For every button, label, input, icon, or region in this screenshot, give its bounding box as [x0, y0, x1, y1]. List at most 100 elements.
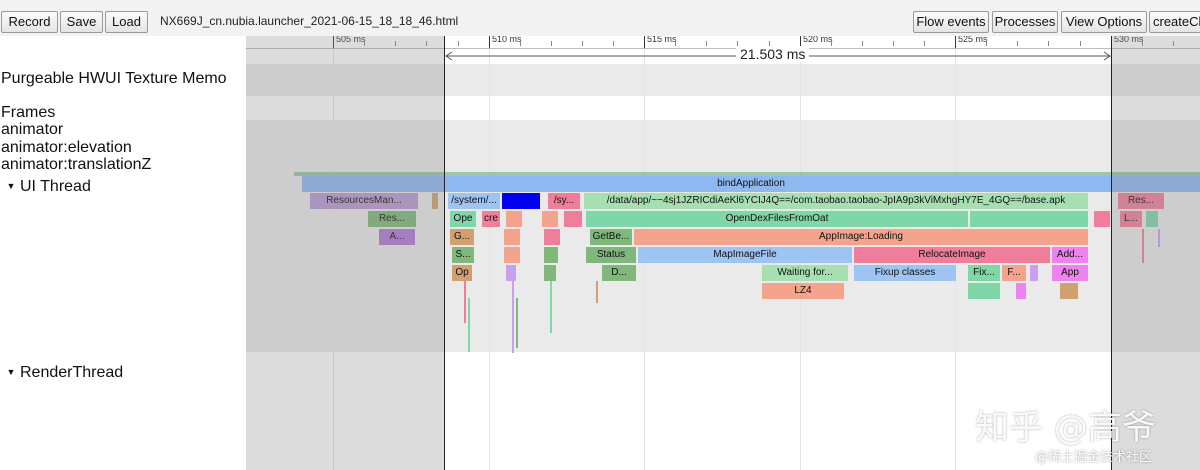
slice-l-right[interactable]: L...: [1120, 211, 1142, 227]
expand-triangle-icon[interactable]: ▼: [6, 367, 16, 377]
slice-resources-man[interactable]: ResourcesMan...: [310, 193, 418, 209]
slice-small[interactable]: [506, 265, 516, 281]
slice-selected[interactable]: [502, 193, 540, 209]
track-label-animator-translationz: animator:translationZ: [1, 156, 152, 173]
ruler-tick-label: 530 ms: [1114, 36, 1144, 44]
ruler-tick-label: 505 ms: [336, 36, 366, 44]
timeline-canvas[interactable]: 505 ms 510 ms 515 ms 520 ms 525 ms 530 m…: [246, 36, 1200, 470]
ruler-minor-tick: [706, 41, 707, 46]
expand-triangle-icon[interactable]: ▼: [6, 181, 16, 191]
ruler-minor-tick: [551, 41, 552, 46]
unselected-region-right: [1111, 36, 1200, 470]
slice-small[interactable]: [504, 247, 520, 263]
slice-stick: [464, 281, 466, 323]
slice-status[interactable]: Status: [586, 247, 636, 263]
slice-stick: [1142, 229, 1144, 263]
purgeable-track-band: [246, 64, 1200, 96]
track-render-thread[interactable]: ▼ RenderThread: [2, 364, 124, 382]
trace-filename: NX669J_cn.nubia.launcher_2021-06-15_18_1…: [160, 14, 459, 28]
slice-fixup-classes[interactable]: Fixup classes: [854, 265, 956, 281]
ruler-minor-tick: [426, 41, 427, 46]
slice-app-image-loading[interactable]: AppImage:Loading: [634, 229, 1088, 245]
slice-lz4[interactable]: LZ4: [762, 283, 844, 299]
ruler-minor-tick: [1173, 41, 1174, 46]
ruler-minor-tick: [582, 41, 583, 46]
slice-small[interactable]: [1030, 265, 1038, 281]
slice-op[interactable]: Op: [452, 265, 472, 281]
ruler-minor-tick: [395, 41, 396, 46]
slice-stick: [596, 281, 598, 303]
slice-small[interactable]: [504, 229, 520, 245]
slice-small[interactable]: [1060, 283, 1078, 299]
flow-events-button[interactable]: Flow events: [913, 11, 989, 33]
slice-waiting-for[interactable]: Waiting for...: [762, 265, 848, 281]
selection-duration-label: 21.503 ms: [736, 46, 810, 62]
slice-small[interactable]: [506, 211, 522, 227]
ruler-tick: [489, 36, 490, 48]
slice-small[interactable]: [1016, 283, 1026, 299]
slice-small[interactable]: [564, 211, 582, 227]
slice-f[interactable]: F...: [1002, 265, 1026, 281]
ruler-tick: [644, 36, 645, 48]
slice-open-dex[interactable]: OpenDexFilesFromOat: [586, 211, 968, 227]
toolbar: Record Save Load NX669J_cn.nubia.launche…: [0, 0, 1200, 37]
save-button[interactable]: Save: [60, 11, 103, 33]
ruler-minor-tick: [1142, 41, 1143, 46]
ruler-minor-tick: [1080, 41, 1081, 46]
slice-small[interactable]: [1094, 211, 1110, 227]
track-ui-thread[interactable]: ▼ UI Thread: [2, 178, 91, 196]
slice-g[interactable]: G...: [450, 229, 474, 245]
create-button[interactable]: createCl: [1149, 11, 1200, 33]
slice-small[interactable]: [432, 193, 438, 209]
slice-stick: [550, 281, 552, 333]
selection-start-marker[interactable]: [444, 36, 445, 470]
slice-small[interactable]: [968, 283, 1000, 299]
slice-small[interactable]: [544, 265, 556, 281]
slice-system[interactable]: /system/...: [448, 193, 500, 209]
slice-stick: [1158, 229, 1160, 247]
slice-small[interactable]: [544, 247, 558, 263]
slice-small[interactable]: [544, 229, 560, 245]
ruler-minor-tick: [737, 41, 738, 46]
slice-map-image-file[interactable]: MapImageFile: [638, 247, 852, 263]
ruler-minor-tick: [675, 41, 676, 46]
slice-bind-application[interactable]: bindApplication: [302, 176, 1200, 192]
slice-d[interactable]: D...: [602, 265, 636, 281]
slice-sy[interactable]: /sy...: [548, 193, 580, 209]
slice-app[interactable]: App: [1052, 265, 1088, 281]
ruler-minor-tick: [831, 41, 832, 46]
processes-button[interactable]: Processes: [992, 11, 1058, 33]
ruler-tick-label: 525 ms: [958, 36, 988, 44]
slice-ope[interactable]: Ope: [450, 211, 476, 227]
slice-a[interactable]: A...: [379, 229, 415, 245]
record-button[interactable]: Record: [1, 11, 58, 33]
slice-relocate-image[interactable]: RelocateImage: [854, 247, 1050, 263]
view-options-button[interactable]: View Options: [1061, 11, 1147, 33]
slice-stick: [468, 298, 470, 352]
track-label-animator: animator: [1, 121, 64, 138]
slice-get-be[interactable]: GetBe...: [590, 229, 632, 245]
ruler-minor-tick: [458, 41, 459, 46]
selection-end-marker[interactable]: [1111, 36, 1112, 470]
zhihu-watermark: 知乎 @高爷: [975, 408, 1156, 448]
slice-fix[interactable]: Fix...: [968, 265, 1000, 281]
track-labels-panel: Purgeable HWUI Texture Memo Frames anima…: [0, 36, 247, 470]
ruler-minor-tick: [986, 41, 987, 46]
track-label-render-thread: RenderThread: [20, 364, 124, 381]
slice-s[interactable]: S...: [452, 247, 474, 263]
grid-line: [489, 36, 490, 470]
ruler-tick-label: 520 ms: [803, 36, 833, 44]
slice-data-app[interactable]: /data/app/~~4sj1JZRICdiAeKl6YCIJ4Q==/com…: [584, 193, 1088, 209]
slice-res[interactable]: Res...: [368, 211, 416, 227]
slice-small[interactable]: [542, 211, 558, 227]
ruler-minor-tick: [364, 41, 365, 46]
slice-open-dex-tail[interactable]: [970, 211, 1088, 227]
slice-res-right[interactable]: Res...: [1118, 193, 1164, 209]
slice-stick: [516, 298, 518, 348]
load-button[interactable]: Load: [105, 11, 148, 33]
slice-cre[interactable]: cre: [482, 211, 500, 227]
slice-add[interactable]: Add...: [1052, 247, 1088, 263]
slice-small[interactable]: [1146, 211, 1158, 227]
ruler-minor-tick: [520, 41, 521, 46]
time-ruler[interactable]: 505 ms 510 ms 515 ms 520 ms 525 ms 530 m…: [246, 36, 1200, 49]
